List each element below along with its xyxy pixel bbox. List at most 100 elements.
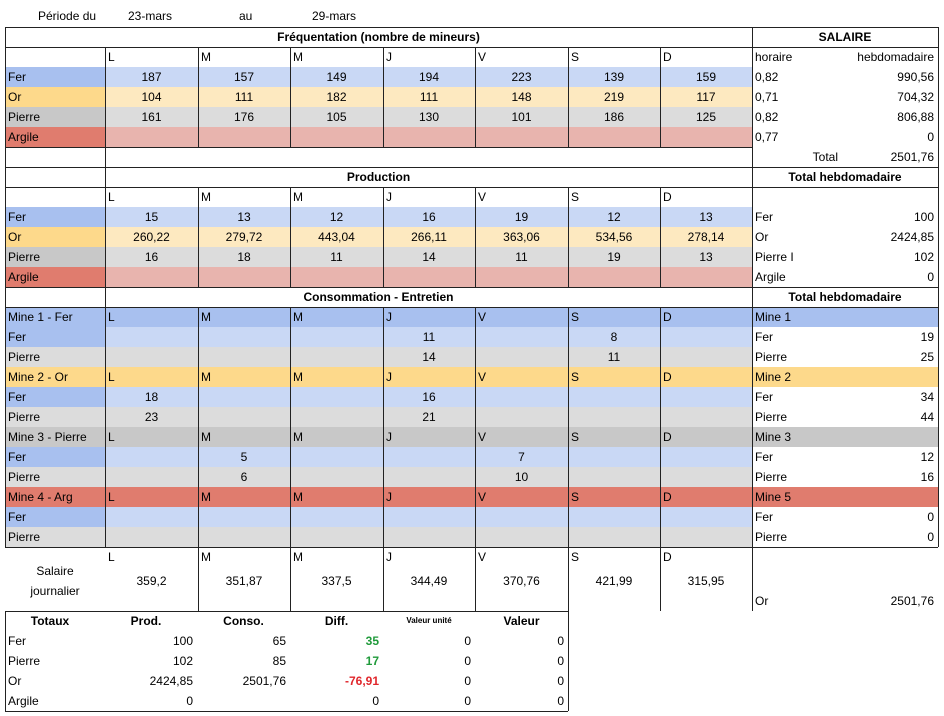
totaux-valeur[interactable]: 0	[557, 674, 564, 688]
conso-pierre-cell[interactable]: 6	[198, 467, 290, 487]
totaux-header[interactable]: Totaux	[30, 614, 70, 628]
day-header[interactable]: S	[568, 487, 660, 507]
production-weekly-label[interactable]: Argile	[755, 270, 786, 284]
day-header[interactable]: M	[198, 367, 290, 387]
totaux-diff[interactable]: 35	[365, 634, 379, 648]
row-label[interactable]: Fer	[5, 327, 105, 347]
conso-pierre-cell[interactable]	[475, 407, 568, 427]
day-header[interactable]: J	[383, 427, 475, 447]
freq-cell[interactable]	[198, 127, 290, 147]
day-header[interactable]: V	[475, 367, 568, 387]
freq-cell[interactable]: 159	[660, 67, 752, 87]
day-header[interactable]: L	[108, 190, 115, 204]
production-cell[interactable]: 279,72	[198, 227, 290, 247]
conso-fer-cell[interactable]: 7	[475, 447, 568, 467]
conso-pierre-cell[interactable]	[568, 527, 660, 547]
production-cell[interactable]: 443,04	[290, 227, 383, 247]
conso-fer-cell[interactable]	[105, 507, 198, 527]
conso-pierre-cell[interactable]	[660, 407, 752, 427]
day-header[interactable]: M	[290, 367, 383, 387]
totaux-unit[interactable]: 0	[464, 654, 471, 668]
conso-pierre-cell[interactable]	[290, 347, 383, 367]
mine-label[interactable]: Mine 3 - Pierre	[5, 427, 105, 447]
conso-pierre-cell[interactable]	[105, 527, 198, 547]
mine-label[interactable]: Mine 4 - Arg	[5, 487, 105, 507]
day-header[interactable]: S	[571, 50, 580, 64]
conso-pierre-cell[interactable]	[198, 347, 290, 367]
salaire-hourly-header[interactable]: horaire	[755, 50, 793, 64]
day-header[interactable]: L	[105, 307, 198, 327]
conso-pierre-cell[interactable]	[290, 527, 383, 547]
production-cell[interactable]: 266,11	[383, 227, 475, 247]
production-cell[interactable]	[660, 267, 752, 287]
day-header[interactable]: M	[198, 487, 290, 507]
day-header[interactable]: M	[201, 550, 211, 564]
conso-pierre-cell[interactable]	[290, 407, 383, 427]
conso-pierre-cell[interactable]	[568, 467, 660, 487]
conso-title[interactable]: Consommation - Entretien	[303, 290, 454, 304]
conso-weekly-fer[interactable]: 19	[920, 330, 934, 344]
conso-fer-cell[interactable]	[475, 327, 568, 347]
conso-pierre-cell[interactable]: 10	[475, 467, 568, 487]
conso-fer-cell[interactable]	[198, 507, 290, 527]
totaux-diff[interactable]: -76,91	[344, 674, 379, 688]
day-header[interactable]: V	[475, 427, 568, 447]
totaux-valeur[interactable]: 0	[557, 654, 564, 668]
day-header[interactable]: D	[660, 307, 752, 327]
day-header[interactable]: S	[568, 427, 660, 447]
freq-cell[interactable]: 111	[383, 87, 475, 107]
salaire-journalier-label[interactable]: Salaire journalier	[5, 561, 105, 601]
conso-fer-cell[interactable]	[383, 507, 475, 527]
freq-cell[interactable]	[105, 127, 198, 147]
conso-pierre-cell[interactable]	[660, 347, 752, 367]
row-label[interactable]: Fer	[5, 507, 105, 527]
day-header[interactable]: J	[383, 367, 475, 387]
day-header[interactable]: J	[383, 307, 475, 327]
freq-cell[interactable]	[568, 127, 660, 147]
totaux-unit[interactable]: 0	[464, 674, 471, 688]
production-cell[interactable]: 16	[383, 207, 475, 227]
totaux-unit[interactable]: 0	[464, 694, 471, 708]
totaux-conso[interactable]: 85	[272, 654, 286, 668]
day-header[interactable]: J	[386, 550, 392, 564]
freq-cell[interactable]: 125	[660, 107, 752, 127]
day-header[interactable]: J	[383, 487, 475, 507]
production-weekly-label[interactable]: Pierre I	[755, 250, 794, 264]
totaux-row-label[interactable]: Pierre	[8, 654, 41, 668]
salaire-journalier-cell[interactable]: 359,2	[136, 574, 167, 588]
conso-fer-cell[interactable]	[290, 387, 383, 407]
conso-fer-cell[interactable]: 18	[105, 387, 198, 407]
production-cell[interactable]: 12	[568, 207, 660, 227]
day-header[interactable]: L	[108, 550, 115, 564]
totaux-header[interactable]: Valeur unité	[406, 616, 452, 625]
conso-weekly-label[interactable]: Fer	[755, 330, 773, 344]
salaire-journalier-cell[interactable]: 421,99	[595, 574, 633, 588]
production-weekly-value[interactable]: 102	[913, 250, 934, 264]
production-cell[interactable]	[383, 267, 475, 287]
day-header[interactable]: M	[201, 190, 211, 204]
day-header[interactable]: D	[660, 427, 752, 447]
production-cell[interactable]: 278,14	[660, 227, 752, 247]
conso-weekly-fer[interactable]: 34	[920, 390, 934, 404]
salaire-hourly[interactable]: 0,82	[755, 70, 779, 84]
row-label[interactable]: Fer	[5, 207, 105, 227]
production-weekly-title[interactable]: Total hebdomadaire	[788, 170, 902, 184]
production-cell[interactable]: 11	[475, 247, 568, 267]
row-label[interactable]: Pierre	[5, 107, 105, 127]
conso-fer-cell[interactable]	[475, 507, 568, 527]
conso-pierre-cell[interactable]	[383, 527, 475, 547]
conso-weekly-label[interactable]: Fer	[755, 510, 773, 524]
salaire-journalier-cell[interactable]: 337,5	[321, 574, 352, 588]
mine-label[interactable]: Mine 2 - Or	[5, 367, 105, 387]
production-cell[interactable]: 13	[198, 207, 290, 227]
day-header[interactable]: M	[290, 487, 383, 507]
day-header[interactable]: S	[571, 550, 580, 564]
conso-fer-cell[interactable]	[383, 447, 475, 467]
day-header[interactable]: M	[290, 427, 383, 447]
day-header[interactable]: M	[198, 307, 290, 327]
day-header[interactable]: L	[108, 50, 115, 64]
salaire-weekly[interactable]: 990,56	[897, 70, 934, 84]
freq-cell[interactable]	[475, 127, 568, 147]
period-label[interactable]: Période du	[38, 9, 97, 23]
mine-weekly-label[interactable]: Mine 3	[752, 427, 938, 447]
